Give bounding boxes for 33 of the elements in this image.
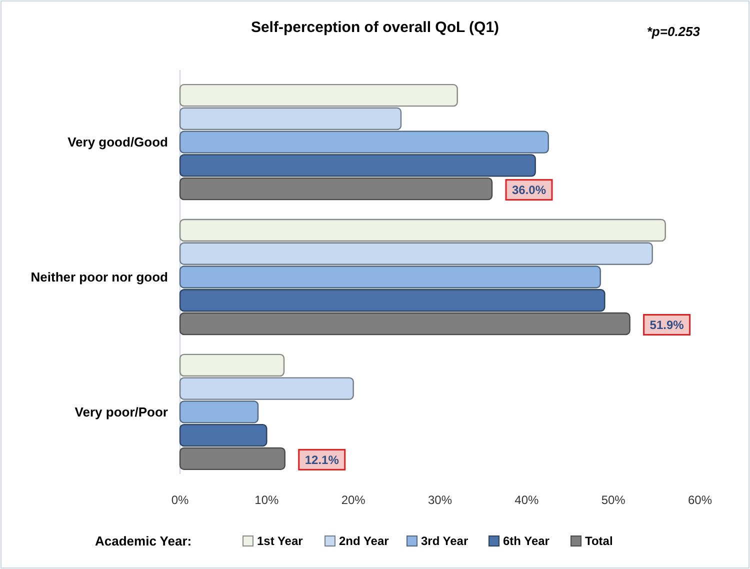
bar (179, 354, 285, 377)
bar (179, 154, 536, 177)
bar (179, 266, 601, 288)
y-tick-label: Very poor/Poor (74, 404, 168, 420)
legend-title: Academic Year: (95, 534, 192, 549)
legend-label: 1st Year (257, 534, 304, 548)
bar (179, 312, 630, 336)
bar (179, 400, 259, 424)
y-tick-label: Neither poor nor good (30, 270, 168, 285)
legend-label: Total (585, 534, 613, 548)
data-label: 51.9% (650, 318, 684, 332)
bar (179, 84, 458, 107)
data-label: 36.0% (512, 183, 546, 198)
y-tick-label: Very good/Good (68, 134, 168, 150)
text: *p=0.253 (646, 24, 701, 39)
bar (179, 424, 268, 447)
x-tick-label: 30% (428, 493, 452, 507)
bar (179, 218, 666, 242)
x-tick-label: 50% (601, 493, 626, 507)
bar (179, 130, 549, 154)
legend-label: 3rd Year (421, 534, 468, 548)
legend-label: 6th Year (503, 534, 550, 548)
bar (179, 447, 286, 470)
x-tick-label: 0% (171, 493, 189, 507)
bar (179, 177, 493, 200)
data-label: 12.1% (304, 452, 340, 467)
bar (179, 289, 606, 312)
x-tick-label: 40% (514, 493, 539, 507)
x-tick-label: 10% (254, 493, 279, 507)
legend-label: 2nd Year (339, 534, 390, 548)
x-tick-label: 60% (688, 493, 712, 507)
x-tick-label: 20% (341, 493, 366, 507)
chart-title: Self-perception of overall QoL (Q1) (250, 19, 500, 36)
